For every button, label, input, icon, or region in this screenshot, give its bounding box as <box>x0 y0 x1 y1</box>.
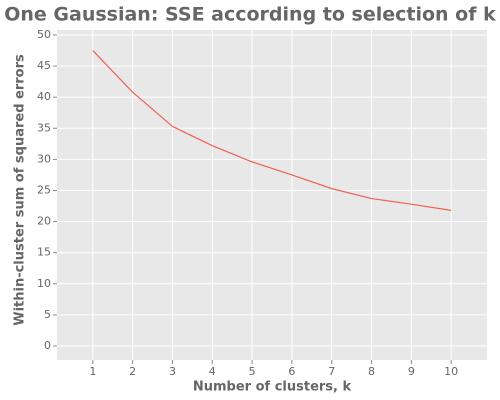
y-tick-label: 40 <box>37 90 51 103</box>
y-tick-label: 15 <box>37 246 51 259</box>
x-tick-label: 8 <box>368 365 375 378</box>
y-tick-label: 45 <box>37 59 51 72</box>
y-tick-label: 0 <box>44 339 51 352</box>
y-tick-label: 20 <box>37 215 51 228</box>
y-tick-label: 50 <box>37 28 51 41</box>
chart-title: One Gaussian: SSE according to selection… <box>4 4 496 26</box>
x-tick-label: 2 <box>129 365 136 378</box>
x-axis-title: Number of clusters, k <box>193 380 352 395</box>
y-tick-label: 35 <box>37 121 51 134</box>
x-tick-label: 4 <box>209 365 216 378</box>
data-line <box>92 50 452 211</box>
x-tick-label: 10 <box>444 365 458 378</box>
x-tick-label: 5 <box>249 365 256 378</box>
x-tick-label: 1 <box>89 365 96 378</box>
x-tick-label: 7 <box>328 365 335 378</box>
x-tick-label: 3 <box>169 365 176 378</box>
y-axis-title: Within-cluster sum of squared errors <box>13 54 28 326</box>
x-tick-label: 9 <box>408 365 415 378</box>
y-tick-label: 30 <box>37 152 51 165</box>
plot-panel <box>57 30 487 360</box>
y-tick-label: 10 <box>37 277 51 290</box>
y-tick-label: 25 <box>37 183 51 196</box>
x-tick-label: 6 <box>288 365 295 378</box>
y-tick-label: 5 <box>44 308 51 321</box>
